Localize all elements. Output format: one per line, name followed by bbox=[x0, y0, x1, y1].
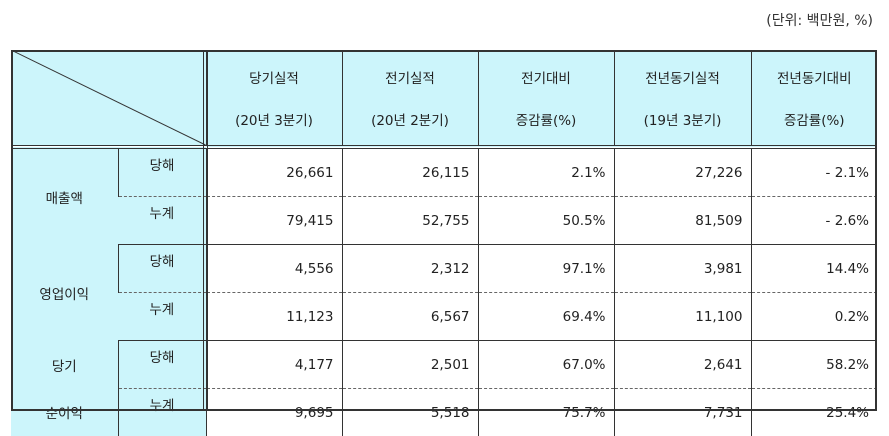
value-cell: 26,661 bbox=[206, 147, 342, 197]
value-cell: 11,100 bbox=[614, 293, 751, 341]
value-cell: - 2.6% bbox=[751, 197, 877, 245]
group-label-operating-profit: 영업이익 bbox=[11, 245, 118, 341]
period-label: 누계 bbox=[118, 197, 206, 245]
value-cell: 2,501 bbox=[342, 341, 478, 389]
header-line1: 당기실적 bbox=[215, 67, 334, 87]
table-row-operating-cumulative: 누계 11,123 6,567 69.4% 11,100 0.2% bbox=[11, 293, 877, 341]
value-cell: 97.1% bbox=[478, 245, 614, 293]
value-cell: 69.4% bbox=[478, 293, 614, 341]
table-row-operating-quarter: 영업이익 당해 4,556 2,312 97.1% 3,981 14.4% bbox=[11, 245, 877, 293]
table-row-net-income-quarter: 당기 당해 4,177 2,501 67.0% 2,641 58.2% bbox=[11, 341, 877, 389]
table-row-net-income-cumulative: 순이익 누계 9,695 5,518 75.7% 7,731 25.4% bbox=[11, 389, 877, 436]
value-cell: 4,556 bbox=[206, 245, 342, 293]
value-cell: 58.2% bbox=[751, 341, 877, 389]
value-cell: 27,226 bbox=[614, 147, 751, 197]
header-line1: 전년동기대비 bbox=[760, 67, 870, 87]
period-label: 당해 bbox=[118, 147, 206, 197]
unit-label: (단위: 백만원, %) bbox=[766, 10, 873, 30]
header-line1: 전년동기실적 bbox=[623, 67, 743, 87]
header-line1: 전기실적 bbox=[351, 67, 470, 87]
header-line2: (19년 3분기) bbox=[644, 113, 722, 129]
header-line2: 증감률(%) bbox=[516, 113, 577, 129]
header-prev-quarter: 전기실적 (20년 2분기) bbox=[342, 50, 478, 147]
group-label-net-income-line1: 당기 bbox=[11, 341, 118, 389]
value-cell: 7,731 bbox=[614, 389, 751, 436]
header-line2: (20년 2분기) bbox=[371, 113, 449, 129]
group-label-revenue: 매출액 bbox=[11, 147, 118, 245]
value-cell: 81,509 bbox=[614, 197, 751, 245]
value-cell: 2,312 bbox=[342, 245, 478, 293]
value-cell: 67.0% bbox=[478, 341, 614, 389]
header-prev-year: 전년동기실적 (19년 3분기) bbox=[614, 50, 751, 147]
value-cell: 6,567 bbox=[342, 293, 478, 341]
value-cell: 2,641 bbox=[614, 341, 751, 389]
table-row-revenue-quarter: 매출액 당해 26,661 26,115 2.1% 27,226 - 2.1% bbox=[11, 147, 877, 197]
value-cell: 11,123 bbox=[206, 293, 342, 341]
header-line1: 전기대비 bbox=[487, 67, 606, 87]
diagonal-line bbox=[11, 50, 206, 145]
value-cell: 52,755 bbox=[342, 197, 478, 245]
value-cell: 9,695 bbox=[206, 389, 342, 436]
value-cell: 4,177 bbox=[206, 341, 342, 389]
header-line2: (20년 3분기) bbox=[235, 113, 313, 129]
value-cell: 25.4% bbox=[751, 389, 877, 436]
period-label: 누계 bbox=[118, 293, 206, 341]
value-cell: 2.1% bbox=[478, 147, 614, 197]
value-cell: - 2.1% bbox=[751, 147, 877, 197]
value-cell: 0.2% bbox=[751, 293, 877, 341]
header-line2: 증감률(%) bbox=[784, 113, 845, 129]
value-cell: 79,415 bbox=[206, 197, 342, 245]
period-label: 누계 bbox=[118, 389, 206, 436]
group-label-net-income-line2: 순이익 bbox=[11, 389, 118, 436]
header-current: 당기실적 (20년 3분기) bbox=[206, 50, 342, 147]
value-cell: 50.5% bbox=[478, 197, 614, 245]
value-cell: 3,981 bbox=[614, 245, 751, 293]
value-cell: 75.7% bbox=[478, 389, 614, 436]
period-label: 당해 bbox=[118, 341, 206, 389]
value-cell: 26,115 bbox=[342, 147, 478, 197]
corner-cell bbox=[11, 50, 206, 147]
value-cell: 14.4% bbox=[751, 245, 877, 293]
period-label: 당해 bbox=[118, 245, 206, 293]
table-row-revenue-cumulative: 누계 79,415 52,755 50.5% 81,509 - 2.6% bbox=[11, 197, 877, 245]
value-cell: 5,518 bbox=[342, 389, 478, 436]
